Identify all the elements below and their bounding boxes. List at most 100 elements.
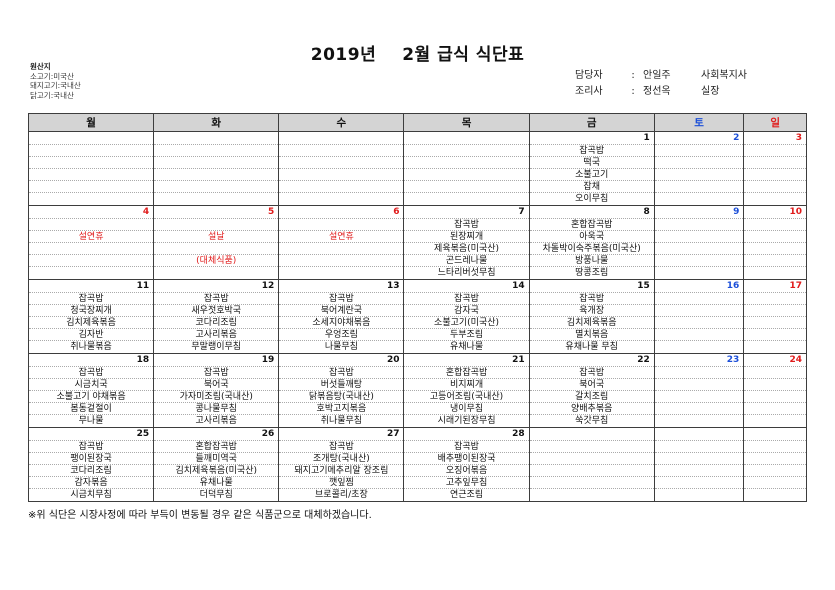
calendar-day-cell[interactable]: 14 잡곡밥 감자국 소불고기(미국산) 두부조림 유채나물: [403, 279, 530, 354]
menu-item: [654, 391, 744, 403]
menu-item: [404, 169, 529, 181]
menu-item: 느타리버섯무침: [437, 268, 496, 278]
menu-item: 갈치조림: [529, 391, 654, 403]
calendar-day-cell[interactable]: 23: [653, 353, 745, 428]
menu-item: 우엉조림: [279, 329, 404, 341]
footer-note: ※위 식단은 시장사정에 따라 부득이 변동될 경우 같은 식품군으로 대체하겠…: [28, 510, 372, 521]
calendar-day-cell[interactable]: 10: [743, 205, 807, 280]
menu-item: 잡곡밥: [279, 293, 404, 305]
menu-item: [744, 243, 806, 255]
menu-item: 김자반: [29, 329, 154, 341]
menu-item: [744, 441, 806, 453]
menu-item: [279, 193, 403, 205]
day-number: [529, 428, 654, 441]
calendar-day-cell[interactable]: 26 혼합잡곡밥 들깨미역국 김치제육볶음(미국산) 유채나물 더덕무침: [153, 427, 280, 502]
menu-list: 잡곡밥 떡국 소불고기 잡채 오이무침: [529, 145, 654, 205]
menu-list: [654, 145, 744, 205]
menu-item: 버섯들깨탕: [279, 379, 404, 391]
calendar-day-cell[interactable]: [278, 131, 405, 206]
menu-item: 잡곡밥: [29, 367, 154, 379]
staff-label-manager: 담당자: [575, 70, 603, 81]
menu-item: 된장찌개: [404, 231, 529, 243]
menu-item: [654, 293, 744, 305]
menu-item: [744, 193, 806, 205]
menu-item: [654, 403, 744, 415]
calendar-day-cell[interactable]: 15 잡곡밥 육개장 김치제육볶음 멸치볶음 유채나물 무침: [528, 279, 655, 354]
column-header-sat: 토: [653, 113, 745, 132]
day-number: 27: [279, 428, 404, 441]
menu-item: [530, 489, 654, 501]
calendar-day-cell[interactable]: [743, 427, 807, 502]
day-number: [404, 132, 529, 145]
day-number: 3: [744, 132, 806, 145]
calendar-day-cell[interactable]: 7 잡곡밥 된장찌개 제육볶음(미국산) 곤드레나물 느타리버섯무침: [403, 205, 530, 280]
calendar-day-cell[interactable]: 28 잡곡밥 배추팽이된장국 오징어볶음 고추잎무침 연근조림: [403, 427, 530, 502]
menu-item: 돼지고기메추리알 장조림: [279, 465, 404, 477]
day-number: 26: [154, 428, 279, 441]
calendar-day-cell[interactable]: 16: [653, 279, 745, 354]
staff-name-cook: 정선옥: [643, 85, 671, 97]
calendar-day-cell[interactable]: 12 잡곡밥 새우젓호박국 코다리조림 고사리볶음 무말랭이무침: [153, 279, 280, 354]
calendar-day-cell[interactable]: 3: [743, 131, 807, 206]
day-number: 19: [154, 354, 279, 367]
day-number: 4: [29, 206, 154, 219]
menu-item: 쑥갓무침: [575, 416, 609, 426]
calendar-day-cell[interactable]: [153, 131, 280, 206]
calendar-day-cell[interactable]: 8 혼합잡곡밥 아욱국 차돌박이숙주볶음(미국산) 방풍나물 땅콩조림: [528, 205, 655, 280]
calendar-day-cell[interactable]: 27 잡곡밥 조개탕(국내산) 돼지고기메추리알 장조림 깻잎찜 브로콜리/초장: [278, 427, 405, 502]
menu-item: [744, 329, 806, 341]
day-number: [29, 132, 154, 145]
column-header-mon: 월: [27, 113, 155, 132]
menu-item: 북어국: [154, 379, 279, 391]
menu-item: [654, 329, 744, 341]
calendar-day-cell[interactable]: 1 잡곡밥 떡국 소불고기 잡채 오이무침: [528, 131, 655, 206]
calendar-day-cell[interactable]: 11 잡곡밥 청국장찌개 김치제육볶음 김자반 취나물볶음: [27, 279, 155, 354]
calendar-day-cell[interactable]: 13 잡곡밥 북어계란국 소세지야채볶음 우엉조림 나물무침: [278, 279, 405, 354]
menu-item: [654, 219, 744, 231]
menu-list: 잡곡밥 새우젓호박국 코다리조림 고사리볶음 무말랭이무침: [154, 293, 279, 353]
calendar-week-row: 25 잡곡밥 팽이된장국 코다리조림 감자볶음 시금치무침 26 혼합잡곡밥 들깨미역국 김치제육…: [27, 427, 807, 502]
menu-item: 소세지야채볶음: [279, 317, 404, 329]
menu-item: 아욱국: [529, 231, 654, 243]
calendar-day-cell[interactable]: 18 잡곡밥 시금치국 소불고기 야채볶음 봄동겉절이 무나물: [27, 353, 155, 428]
menu-item: [744, 477, 806, 489]
calendar-day-cell[interactable]: [528, 427, 655, 502]
calendar-day-cell[interactable]: [403, 131, 530, 206]
calendar-day-cell[interactable]: 6 설연휴: [278, 205, 405, 280]
calendar-day-cell[interactable]: [653, 427, 745, 502]
menu-item: [744, 465, 806, 477]
menu-item: [744, 145, 806, 157]
menu-item: [744, 231, 806, 243]
menu-item: 연근조림: [449, 490, 484, 500]
calendar-day-cell[interactable]: 24: [743, 353, 807, 428]
calendar-day-cell[interactable]: 17: [743, 279, 807, 354]
menu-item: [744, 341, 806, 353]
calendar-day-cell[interactable]: 4 설연휴: [27, 205, 155, 280]
calendar-day-cell[interactable]: 21 혼합잡곡밥 비지찌개 고등어조림(국내산) 냉이무침 시래기된장무침: [403, 353, 530, 428]
menu-list: 잡곡밥 팽이된장국 코다리조림 감자볶음 시금치무침: [29, 441, 154, 501]
menu-item: [744, 453, 806, 465]
calendar-day-cell[interactable]: 25 잡곡밥 팽이된장국 코다리조림 감자볶음 시금치무침: [27, 427, 155, 502]
menu-item: [154, 181, 279, 193]
menu-item: 유채나물: [449, 342, 484, 352]
menu-item: 차돌박이숙주볶음(미국산): [529, 243, 654, 255]
calendar-day-cell[interactable]: 2: [653, 131, 745, 206]
menu-list: [654, 367, 744, 427]
menu-item: [744, 415, 806, 427]
calendar-day-cell[interactable]: [27, 131, 155, 206]
menu-item: 고추잎무침: [404, 477, 529, 489]
calendar-day-cell[interactable]: 22 잡곡밥 북어국 갈치조림 양배추볶음 쑥갓무침: [528, 353, 655, 428]
menu-item: 코다리조림: [29, 465, 154, 477]
menu-item: 잡곡밥: [279, 367, 404, 379]
menu-item: 김치제육볶음: [529, 317, 654, 329]
calendar-day-cell[interactable]: 19 잡곡밥 북어국 가자미조림(국내산) 콩나물무침 고사리볶음: [153, 353, 280, 428]
menu-list: 잡곡밥 북어계란국 소세지야채볶음 우엉조림 나물무침: [279, 293, 404, 353]
calendar-day-cell[interactable]: 9: [653, 205, 745, 280]
menu-item: 취나물무침: [320, 416, 363, 426]
staff-role-cook: 실장: [701, 85, 720, 97]
calendar-day-cell[interactable]: 5 설날 (대체식품): [153, 205, 280, 280]
menu-item: 땅콩조림: [575, 268, 609, 278]
day-number: 16: [654, 280, 744, 293]
calendar-day-cell[interactable]: 20 잡곡밥 버섯들깨탕 닭볶음탕(국내산) 호박고지볶음 취나물무침: [278, 353, 405, 428]
menu-item: 고사리볶음: [195, 416, 237, 426]
